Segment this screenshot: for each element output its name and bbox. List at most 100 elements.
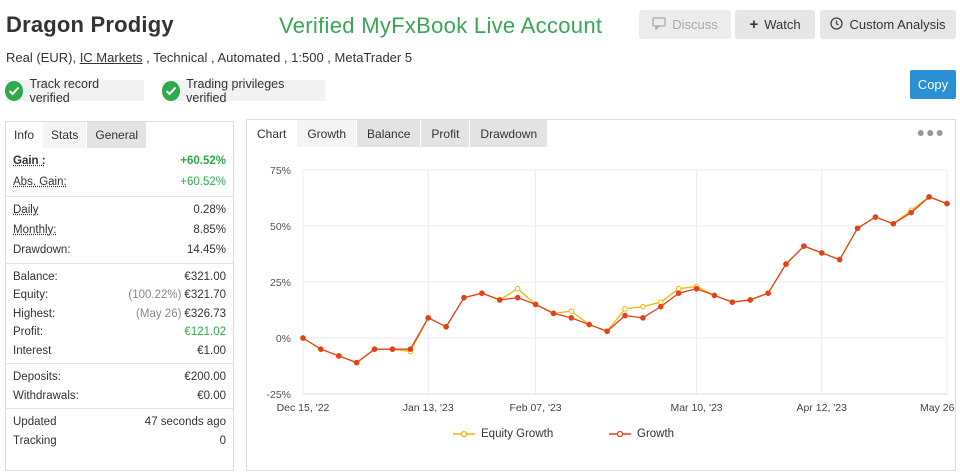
growth-point — [550, 310, 557, 317]
highest-value: €326.73 — [184, 307, 226, 320]
y-tick-label: 25% — [270, 277, 291, 289]
growth-point — [586, 321, 593, 328]
account-title: Dragon Prodigy — [6, 12, 174, 37]
drawdown-value: 14.45% — [186, 244, 226, 257]
plus-icon: + — [749, 16, 759, 33]
copy-button[interactable]: Copy — [910, 70, 956, 99]
tab-drawdown[interactable]: Drawdown — [470, 120, 548, 147]
gain-label[interactable]: Gain : — [13, 155, 46, 168]
growth-point — [479, 290, 485, 296]
discuss-label: Discuss — [672, 17, 718, 32]
divider — [6, 262, 233, 264]
growth-point — [532, 301, 539, 308]
equity-growth-point — [657, 299, 664, 305]
stat-row-updated: Updated 47 seconds ago — [13, 413, 226, 432]
tab-general[interactable]: General — [87, 122, 148, 148]
trading-privileges-badge: Trading privileges verified — [162, 77, 325, 105]
stats-panel: Info Stats General Gain : +60.52% Abs. G… — [5, 121, 234, 471]
equity-growth-point — [675, 285, 682, 292]
verified-account-heading: Verified MyFxBook Live Account — [279, 13, 603, 38]
interest-label: Interest — [13, 344, 52, 357]
check-circle-icon — [162, 80, 181, 101]
growth-point — [675, 290, 682, 296]
growth-point — [872, 214, 879, 220]
daily-label[interactable]: Daily — [13, 203, 39, 216]
growth-point — [783, 261, 789, 267]
highest-date: (May 26) — [136, 307, 182, 320]
chart-tabs: Chart Growth Balance Profit Drawdown — [247, 120, 955, 147]
growth-point — [622, 312, 628, 319]
comment-icon — [652, 16, 666, 33]
x-tick-label: Mar 10, '23 — [670, 402, 722, 414]
tab-balance[interactable]: Balance — [357, 120, 421, 147]
watch-button[interactable]: + Watch — [735, 10, 815, 39]
growth-point — [765, 290, 771, 296]
growth-point — [729, 299, 736, 305]
growth-point — [389, 346, 396, 352]
stat-row-tracking: Tracking 0 — [13, 432, 226, 451]
growth-point — [461, 294, 467, 301]
legend-equity-growth[interactable]: Equity Growth — [453, 428, 553, 440]
legend-growth-marker — [609, 430, 631, 438]
stat-row-profit: Profit: €121.02 — [13, 323, 226, 342]
equity-growth-point — [640, 303, 646, 310]
stats-list: Gain : +60.52% Abs. Gain: +60.52% Daily … — [6, 148, 233, 450]
tracking-label: Tracking — [13, 434, 57, 447]
equity-value: €321.70 — [184, 289, 226, 302]
stat-row-withdrawals: Withdrawals: €0.00 — [13, 387, 226, 406]
growth-point — [836, 256, 843, 263]
y-tick-label: -25% — [266, 389, 291, 401]
legend-growth-label: Growth — [637, 428, 675, 440]
divider — [6, 363, 233, 364]
withdrawals-value: €0.00 — [197, 389, 226, 402]
growth-point — [854, 225, 861, 232]
abs-gain-label[interactable]: Abs. Gain: — [13, 175, 67, 188]
growth-point — [944, 200, 950, 207]
growth-point — [604, 328, 610, 335]
growth-point — [818, 250, 825, 256]
monthly-label[interactable]: Monthly: — [13, 224, 57, 236]
growth-point — [407, 346, 414, 352]
growth-point — [353, 359, 360, 366]
tracking-value: 0 — [219, 434, 226, 447]
more-options-icon[interactable]: ●●● — [916, 124, 945, 140]
growth-point — [371, 346, 378, 352]
x-tick-label: May 26, '23 — [920, 402, 955, 414]
growth-point — [335, 353, 342, 359]
tab-profit[interactable]: Profit — [421, 120, 470, 147]
stat-row-interest: Interest €1.00 — [13, 342, 226, 361]
updated-value: 47 seconds ago — [144, 416, 226, 429]
growth-point — [908, 209, 915, 216]
growth-point — [496, 297, 503, 303]
y-tick-label: 50% — [270, 221, 291, 233]
stat-row-abs-gain: Abs. Gain: +60.52% — [13, 171, 226, 193]
divider — [6, 408, 233, 409]
discuss-button[interactable]: Discuss — [639, 10, 731, 39]
growth-point — [801, 243, 807, 249]
track-record-label: Track record verified — [29, 76, 100, 105]
stat-row-deposits: Deposits: €200.00 — [13, 368, 226, 387]
legend-growth[interactable]: Growth — [609, 428, 674, 440]
growth-point — [568, 315, 575, 321]
watch-label: Watch — [764, 17, 801, 32]
x-tick-label: Dec 15, '22 — [277, 402, 330, 414]
tab-info[interactable]: Info — [6, 122, 44, 148]
broker-link[interactable]: IC Markets — [79, 50, 143, 65]
stat-row-drawdown: Drawdown: 14.45% — [13, 241, 226, 260]
equity-percent: (100.22%) — [128, 289, 182, 302]
interest-value: €1.00 — [197, 344, 226, 357]
monthly-value: 8.85% — [193, 224, 226, 236]
growth-point — [693, 285, 700, 292]
tab-growth[interactable]: Growth — [297, 120, 357, 147]
custom-analysis-button[interactable]: Custom Analysis — [820, 10, 956, 39]
tab-stats[interactable]: Stats — [43, 122, 88, 148]
account-details: , Technical , Automated , 1:500 , MetaTr… — [142, 50, 413, 65]
account-subtitle: Real (EUR), IC Markets , Technical , Aut… — [6, 50, 412, 65]
growth-point — [318, 346, 324, 352]
account-type: Real (EUR), — [6, 50, 80, 65]
tab-chart[interactable]: Chart — [247, 120, 297, 147]
deposits-value: €200.00 — [184, 371, 226, 384]
growth-point — [425, 315, 432, 321]
deposits-label: Deposits: — [13, 371, 61, 384]
growth-point — [300, 335, 306, 341]
